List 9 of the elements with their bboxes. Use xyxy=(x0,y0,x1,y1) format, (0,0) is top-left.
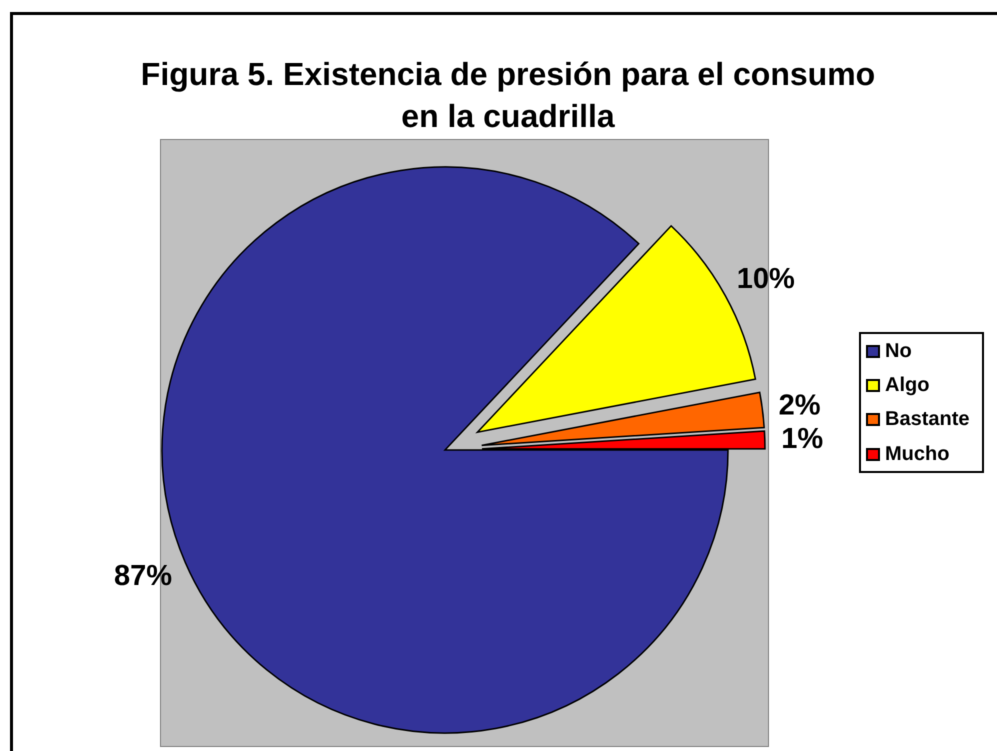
data-label: 10% xyxy=(736,263,796,296)
data-label: 87% xyxy=(114,560,172,592)
legend-label: No xyxy=(885,340,912,363)
legend-label: Bastante xyxy=(885,408,970,432)
data-label: 2% xyxy=(778,390,821,422)
chart-title: Figura 5. Existencia de presión para el consumo en la cuadrilla xyxy=(140,55,876,136)
legend-label: Mucho xyxy=(885,442,950,466)
legend-label: Algo xyxy=(885,374,930,397)
data-label: 1% xyxy=(781,422,824,455)
